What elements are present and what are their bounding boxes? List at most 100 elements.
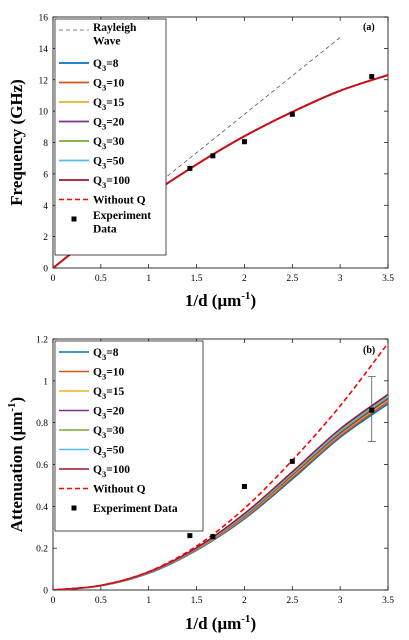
x-axis-label-sup: -1 (241, 290, 250, 302)
x-tick-label: 2 (242, 596, 247, 606)
y-tick-label: 0.8 (36, 419, 48, 429)
legend-label-name: Q (93, 58, 102, 70)
legend-label-sub: 3 (102, 83, 106, 93)
y-tick-label: 16 (39, 14, 49, 24)
legend-label-suffix: =20 (106, 406, 124, 418)
legend-label-sub: 3 (102, 411, 106, 421)
legend-label-name: Q (93, 97, 102, 109)
legend-label-sub: 3 (102, 141, 106, 151)
legend-label-name: Q (93, 175, 102, 187)
legend-label-suffix: =30 (106, 425, 124, 437)
x-tick-label: 2.5 (286, 274, 298, 284)
y-axis-label-text: Frequency (GHz) (7, 79, 26, 206)
series-line-6 (53, 393, 388, 590)
legend-label-suffix: =100 (106, 464, 130, 476)
x-axis-label-text: 1/d (μm (185, 291, 241, 310)
legend-label-name: Q (93, 445, 102, 457)
x-tick-label: 0.5 (95, 596, 107, 606)
y-axis-label: Attenuation (μm-1) (6, 397, 26, 532)
series-line-7 (53, 342, 388, 590)
legend-label: Q3=30 (93, 136, 125, 151)
legend-label-name: Without Q (93, 484, 146, 496)
y-tick-label: 1 (43, 377, 48, 387)
legend-label: Q3=20 (93, 117, 125, 132)
x-tick-label: 3.5 (382, 274, 394, 284)
legend-label-suffix: =50 (106, 445, 124, 457)
legend-label: Q3=10 (93, 367, 125, 382)
y-tick-label: 4 (43, 202, 48, 212)
y-axis-label-text: Attenuation (μm (7, 412, 26, 533)
x-tick-label: 0 (51, 274, 56, 284)
y-axis-label-end: ) (7, 397, 26, 403)
x-axis-label-sup: -1 (241, 613, 250, 625)
y-tick-label: 8 (43, 139, 48, 149)
legend-label-name: Q (93, 406, 102, 418)
experiment-point (210, 153, 216, 159)
y-axis-label-sup: -1 (6, 402, 18, 411)
legend-label-sub: 3 (102, 450, 106, 460)
x-tick-label: 0 (51, 596, 56, 606)
legend-label: Q3=50 (93, 156, 125, 171)
experiment-point (369, 407, 375, 413)
legend-label: Q3=100 (93, 175, 130, 190)
experiment-point (210, 534, 216, 540)
x-tick-label: 1.5 (191, 596, 203, 606)
legend-label-name: Q (93, 136, 102, 148)
legend-label-sub: 3 (102, 391, 106, 401)
x-tick-label: 1 (146, 274, 151, 284)
experiment-point (241, 139, 247, 145)
legend-label-sub: 3 (102, 352, 106, 362)
legend-label-name: Q (93, 367, 102, 379)
legend-label-sub: 3 (102, 102, 106, 112)
y-tick-label: 0 (43, 587, 48, 597)
x-tick-label: 0.5 (95, 274, 107, 284)
panel-label: (b) (363, 345, 375, 356)
y-tick-label: 2 (43, 233, 48, 243)
legend-label-suffix: =10 (106, 367, 124, 379)
series-group (53, 342, 388, 590)
legend-label-sub: 3 (102, 372, 106, 382)
legend: Q3=8Q3=10Q3=15Q3=20Q3=30Q3=50Q3=100Witho… (54, 340, 204, 532)
legend-label-name: Q (93, 78, 102, 90)
x-axis-label: 1/d (μm-1) (185, 613, 256, 633)
y-tick-label: 0.4 (36, 503, 48, 513)
y-tick-label: 14 (39, 45, 49, 55)
legend-label-name: Q (93, 347, 102, 359)
x-axis-label: 1/d (μm-1) (185, 290, 256, 310)
legend-label-sub: 3 (102, 161, 106, 171)
y-tick-label: 0.2 (36, 545, 48, 555)
legend-label: Without Q (93, 195, 146, 207)
legend-label-sub: 3 (102, 469, 106, 479)
legend-label-suffix: =15 (106, 97, 124, 109)
legend-label-suffix: =50 (106, 156, 124, 168)
x-tick-label: 3.5 (382, 596, 394, 606)
panel-label: (a) (363, 22, 375, 33)
legend: RayleighWaveQ3=8Q3=10Q3=15Q3=20Q3=30Q3=5… (54, 18, 167, 256)
legend-label-suffix: =8 (106, 58, 119, 70)
legend-label: Q3=100 (93, 464, 130, 479)
series-line-0 (53, 37, 341, 268)
legend-label-sub: 3 (102, 430, 106, 440)
legend-label-suffix: =30 (106, 136, 124, 148)
y-tick-label: 6 (43, 170, 48, 180)
x-tick-label: 3 (338, 274, 343, 284)
y-tick-label: 0.6 (36, 461, 48, 471)
y-tick-label: 12 (39, 76, 49, 86)
chart-panel-b: 0 0.5 1 1.5 2 2.5 3 3.5 0 0.2 0.4 0.6 0.8 1 1.2 1/d (μm… (6, 336, 394, 634)
experiment-point (289, 111, 295, 117)
legend-label-suffix: =20 (106, 117, 124, 129)
x-tick-label: 1 (146, 596, 151, 606)
x-tick-label: 1.5 (191, 274, 203, 284)
legend-label-sub: 3 (102, 63, 106, 73)
experiment-point (369, 74, 375, 80)
legend-label-name: Q (93, 464, 102, 476)
legend-box (54, 340, 204, 532)
experiment-point (187, 165, 193, 171)
legend-label: Q3=20 (93, 406, 125, 421)
legend-label-name: Q (93, 156, 102, 168)
legend-label-name: Q (93, 117, 102, 129)
legend-label-name: Q (93, 425, 102, 437)
x-tick-label: 2.5 (286, 596, 298, 606)
legend-label: Q3=10 (93, 78, 125, 93)
